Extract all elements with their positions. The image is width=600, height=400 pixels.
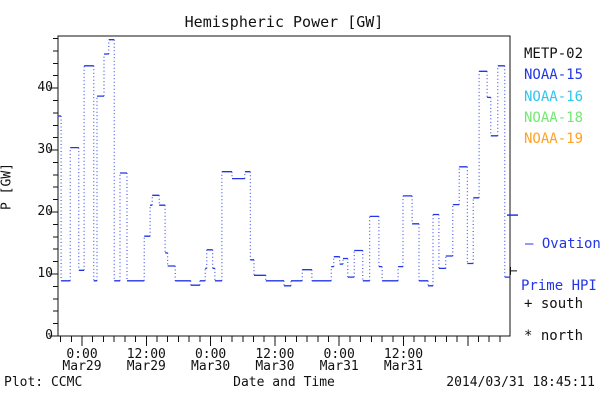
axis-ticks xyxy=(49,38,501,346)
x-tick-time-0: 0:00 xyxy=(66,347,98,362)
data-line-vertical-connectors xyxy=(60,39,506,286)
x-tick-time-60: 12:00 xyxy=(383,347,424,362)
x-tick-date-36: Mar30 xyxy=(255,359,295,374)
x-tick-time-36: 12:00 xyxy=(255,347,295,362)
ovation-annotation-line2: Prime HPI xyxy=(521,278,597,294)
north-marker-label: * north xyxy=(524,328,584,344)
plot-frame xyxy=(57,35,511,337)
y-tick-label-10: 10 xyxy=(37,266,53,282)
legend-item-noaa-19: NOAA-19 xyxy=(524,131,584,148)
south-marker-label: + south xyxy=(524,296,584,312)
x-tick-date-0: Mar29 xyxy=(62,359,102,374)
legend-item-noaa-15: NOAA-15 xyxy=(524,67,584,84)
plot-credit: Plot: CCMC xyxy=(4,375,83,390)
x-axis-title: Date and Time xyxy=(233,375,335,390)
x-tick-date-12: Mar29 xyxy=(126,359,166,374)
data-line-steps xyxy=(58,39,510,287)
y-tick-label-30: 30 xyxy=(37,142,53,158)
y-axis-label: P [GW] xyxy=(0,163,15,210)
y-tick-label-0: 0 xyxy=(45,328,53,343)
y-tick-label-40: 40 xyxy=(37,80,53,96)
plot-timestamp: 2014/03/31 18:45:11 xyxy=(446,375,595,390)
x-tick-time-12: 12:00 xyxy=(126,347,166,362)
x-tick-time-48: 0:00 xyxy=(323,347,355,362)
ovation-annotation-line1: – Ovation xyxy=(525,236,600,252)
ovation-prime-annotation: – Ovation Prime HPI xyxy=(521,209,600,321)
legend-item-metp-02: METP-02 xyxy=(524,46,584,62)
x-tick-date-60: Mar31 xyxy=(383,359,424,374)
plot-title: Hemispheric Power [GW] xyxy=(184,13,384,31)
legend-item-noaa-16: NOAA-16 xyxy=(524,88,584,105)
south-plus-marker xyxy=(510,266,517,275)
x-tick-date-24: Mar30 xyxy=(191,359,231,374)
x-tick-date-48: Mar31 xyxy=(319,359,359,374)
legend-item-noaa-18: NOAA-18 xyxy=(524,109,584,126)
y-tick-label-20: 20 xyxy=(37,204,53,220)
x-tick-time-24: 0:00 xyxy=(194,347,227,362)
